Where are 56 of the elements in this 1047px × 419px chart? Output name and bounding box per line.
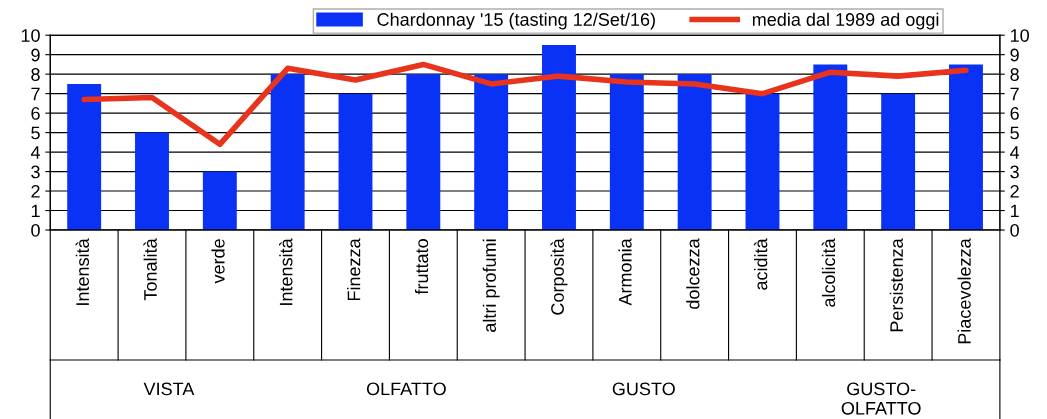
x-tick-label: Intensità <box>75 238 90 305</box>
x-tick-label: fruttato <box>414 239 429 295</box>
x-tick-label: dolcezza <box>686 238 700 309</box>
x-tick-label: acidità <box>753 238 768 290</box>
y-tick-label: 2 <box>31 185 40 198</box>
text: GUSTO <box>612 382 675 396</box>
x-tick-label: altri profumi <box>482 239 500 332</box>
y2-tick-label: 7 <box>1010 87 1019 101</box>
x-tick-label: Piacevolezza <box>957 238 971 344</box>
text: VISTA <box>143 382 195 396</box>
y2-tick-label: 9 <box>1010 48 1019 62</box>
legend-label: media dal 1989 ad oggi <box>752 12 939 30</box>
y-tick-label: 1 <box>31 204 40 218</box>
y-tick-label: 4 <box>30 146 41 159</box>
y-tick-label: 8 <box>31 68 40 81</box>
x-tick-label: Finezza <box>347 238 361 301</box>
bar <box>813 64 848 231</box>
y-tick-label: 0 <box>31 223 40 237</box>
bar <box>135 132 169 231</box>
y2-tick-label: 10 <box>1010 29 1029 42</box>
bar <box>67 83 102 231</box>
x-tick-label: Persistenza <box>889 238 903 332</box>
y-tick-label: 7 <box>31 87 40 101</box>
bar <box>881 93 916 231</box>
y2-tick-label: 5 <box>1010 126 1019 140</box>
y2-tick-label: 3 <box>1010 165 1019 179</box>
y-tick-label: 5 <box>31 126 40 140</box>
text: GUSTO- OLFATTO <box>841 382 921 415</box>
legend-label: Chardonnay '15 (tasting 12/Set/16) <box>377 12 655 30</box>
y2-tick-label: 1 <box>1010 204 1019 218</box>
x-tick-label: alcolicità <box>821 238 836 307</box>
x-tick-label: Armonia <box>618 238 632 306</box>
y-tick-label: 3 <box>31 165 40 179</box>
x-tick-label: Intensità <box>279 238 293 305</box>
bar <box>542 44 576 231</box>
y2-tick-label: 4 <box>1010 146 1020 159</box>
bar <box>270 74 305 231</box>
bar <box>677 74 712 231</box>
bar <box>202 171 237 231</box>
y-tick-label: 10 <box>21 29 40 42</box>
x-tick-label: Tonalità <box>143 238 157 301</box>
bar <box>406 74 441 231</box>
text: OLFATTO <box>366 382 446 396</box>
y2-tick-label: 8 <box>1010 68 1019 81</box>
bar <box>949 64 983 231</box>
y-tick-label: 9 <box>31 48 40 62</box>
y2-tick-label: 0 <box>1010 223 1019 237</box>
bar <box>609 74 644 231</box>
y2-tick-label: 6 <box>1010 107 1019 120</box>
bar <box>474 74 509 231</box>
x-tick-label: Corposità <box>550 238 568 315</box>
y2-tick-label: 2 <box>1010 185 1019 198</box>
y-tick-label: 6 <box>31 107 40 120</box>
bar <box>745 93 780 231</box>
bar <box>338 93 373 231</box>
x-tick-label: verde <box>211 239 225 284</box>
